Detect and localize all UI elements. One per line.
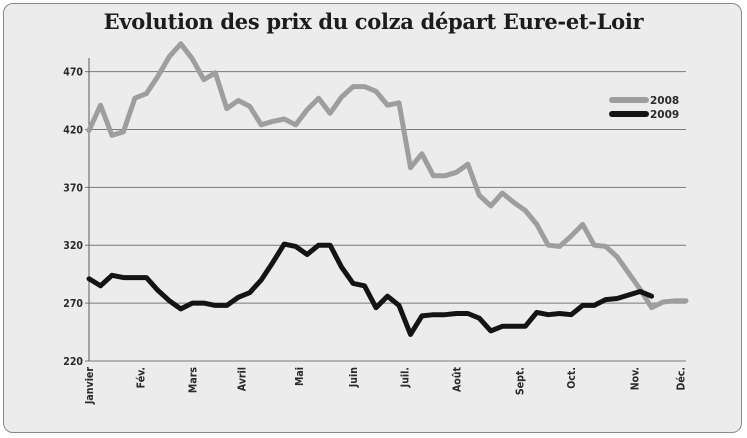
gridlines bbox=[85, 71, 686, 362]
y-tick-label: 220 bbox=[63, 356, 83, 368]
y-tick-label: 320 bbox=[63, 240, 83, 252]
x-month-label: Sept. bbox=[515, 367, 527, 395]
y-tick-label: 270 bbox=[63, 298, 83, 310]
y-tick-label: 470 bbox=[63, 67, 83, 79]
x-month-label: Avril bbox=[237, 367, 249, 391]
series-line-2008 bbox=[86, 41, 689, 311]
x-axis-month-labels: Janvier Fév. Mars Avril Mai Juin Juil. Août Sept… bbox=[84, 367, 687, 406]
chart-title: Evolution des prix du colza départ Eure-… bbox=[103, 9, 644, 34]
x-month-label: Mai bbox=[294, 367, 306, 386]
y-axis-ticks: 220 270 320 370 420 470 bbox=[63, 67, 83, 368]
x-month-label: Mars bbox=[187, 367, 199, 393]
x-month-label: Janvier bbox=[84, 367, 96, 405]
legend: 2008 2009 bbox=[609, 95, 679, 121]
y-tick-label: 420 bbox=[63, 124, 83, 136]
series-lines bbox=[86, 41, 689, 337]
legend-label-2008: 2008 bbox=[650, 95, 679, 107]
x-month-label: Juil. bbox=[400, 367, 412, 388]
x-month-label: Déc. bbox=[675, 367, 687, 390]
legend-label-2009: 2009 bbox=[650, 109, 679, 121]
x-month-label: Oct. bbox=[566, 367, 578, 389]
x-month-label: Août bbox=[451, 367, 463, 393]
x-month-label: Fév. bbox=[136, 367, 148, 388]
x-month-label: Juin bbox=[348, 367, 360, 388]
y-tick-label: 370 bbox=[63, 182, 83, 194]
series-line-2009 bbox=[86, 241, 655, 337]
x-month-label: Nov. bbox=[629, 367, 641, 390]
